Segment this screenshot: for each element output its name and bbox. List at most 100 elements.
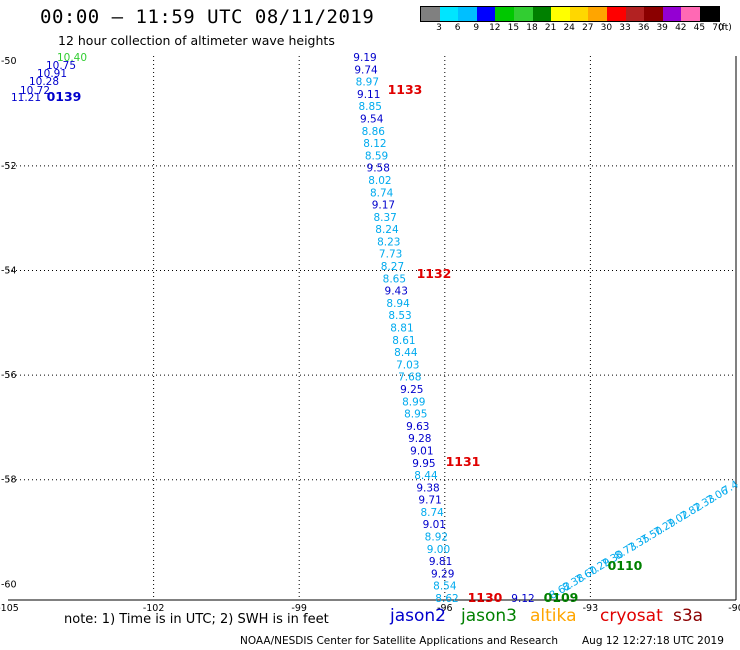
colorbar-label: 12 — [489, 23, 501, 33]
swh-value-label: 8.74 — [370, 187, 394, 199]
colorbar-cell — [551, 7, 570, 21]
colorbar-label: 6 — [454, 23, 461, 33]
swh-value-label: 8.37 — [373, 212, 396, 224]
legend-jason3: jason3 — [461, 606, 517, 626]
swh-value-label: 9.29 — [431, 568, 454, 580]
swh-value-label: 8.81 — [390, 323, 413, 335]
colorbar-label: 30 — [600, 23, 613, 33]
pass-time-label: 0110 — [608, 558, 643, 573]
pass-time-label: 1130 — [468, 590, 503, 605]
longitude-tick-label: -102 — [143, 603, 165, 614]
colorbar-cell — [421, 7, 440, 21]
colorbar-cell — [588, 7, 607, 21]
colorbar-label: 21 — [544, 23, 557, 33]
pass-time-label: 0139 — [47, 89, 82, 104]
colorbar-cell — [476, 7, 496, 21]
latitude-tick-label: -52 — [1, 161, 17, 172]
swh-value-label: 9.95 — [412, 458, 435, 470]
colorbar-label: 15 — [507, 23, 520, 33]
swh-value-label: 9.71 — [418, 495, 441, 507]
timestamp: Aug 12 12:27:18 UTC 2019 — [582, 635, 724, 647]
swh-value-label: 8.99 — [402, 396, 425, 408]
swh-value-label: 9.63 — [406, 421, 429, 433]
map-subtitle: 12 hour collection of altimeter wave hei… — [58, 33, 335, 48]
swh-value-label: 9.17 — [372, 200, 395, 212]
swh-value-label: 8.86 — [362, 126, 386, 138]
swh-value-label: 10.28 — [29, 76, 59, 88]
swh-value-label: 9.74 — [354, 64, 378, 76]
wave-height-colorbar — [420, 6, 720, 22]
colorbar-cell — [681, 7, 700, 21]
colorbar-label: 18 — [526, 23, 538, 33]
swh-value-label: 8.44 — [394, 347, 418, 359]
colorbar-cell — [644, 7, 663, 21]
colorbar-label: 36 — [637, 23, 650, 33]
legend-altika: altika — [530, 606, 577, 626]
pass-time-label: 1133 — [388, 82, 423, 97]
longitude-tick-label: -90 — [728, 603, 740, 614]
swh-value-label: 9.28 — [408, 433, 431, 445]
colorbar-cell — [495, 7, 514, 21]
swh-value-label: 8.85 — [359, 101, 382, 113]
swh-value-label: 10.72 — [20, 85, 50, 97]
colorbar-label: (ft) — [718, 23, 732, 33]
colorbar-cell — [439, 7, 459, 21]
colorbar-cell — [606, 7, 626, 21]
swh-value-label: 7.03 — [396, 359, 419, 371]
pass-time-label: 1131 — [446, 454, 481, 469]
swh-value-label: 9.54 — [360, 113, 384, 125]
swh-value-label: 9.25 — [400, 384, 423, 396]
colorbar-cell — [513, 7, 533, 21]
swh-value-label: 8.62 — [435, 593, 458, 605]
longitude-tick-label: -105 — [0, 603, 19, 614]
colorbar-label: 45 — [693, 23, 706, 33]
swh-value-label: 9.43 — [385, 286, 408, 298]
colorbar-cell — [699, 7, 719, 21]
swh-value-label: 8.92 — [425, 532, 448, 544]
swh-value-label: 10.91 — [37, 68, 67, 80]
swh-value-label: 9.19 — [353, 52, 376, 64]
colorbar-label: 42 — [675, 23, 687, 33]
colorbar-cell — [569, 7, 589, 21]
swh-value-label: 8.59 — [365, 150, 388, 162]
longitude-tick-label: -96 — [437, 603, 453, 614]
latitude-tick-label: -50 — [1, 56, 17, 67]
swh-value-label: 9.00 — [427, 544, 450, 556]
colorbar-label: 39 — [656, 23, 668, 33]
swh-value-label: 7.68 — [398, 372, 421, 384]
pass-time-label: 0109 — [544, 590, 579, 605]
swh-value-label: 9.81 — [429, 556, 452, 568]
colorbar-label: 27 — [582, 23, 594, 33]
swh-value-label: 11.21 — [11, 92, 41, 104]
latitude-tick-label: -58 — [1, 475, 17, 486]
colorbar-label: 9 — [473, 23, 480, 33]
swh-value-label: 8.74 — [420, 507, 444, 519]
swh-value-label: 8.44 — [414, 470, 438, 482]
colorbar-cell — [625, 7, 645, 21]
swh-value-label: 8.65 — [383, 273, 406, 285]
longitude-tick-label: -99 — [291, 603, 307, 614]
swh-value-label: 7.73 — [379, 249, 402, 261]
map-title: 00:00 – 11:59 UTC 08/11/2019 — [40, 6, 375, 28]
swh-value-label: 9.58 — [367, 163, 390, 175]
swh-value-label: 8.95 — [404, 409, 427, 421]
units-note: note: 1) Time is in UTC; 2) SWH is in fe… — [64, 612, 329, 627]
swh-value-label: 8.23 — [377, 236, 400, 248]
swh-value-label: 8.24 — [375, 224, 399, 236]
latitude-tick-label: -60 — [1, 579, 17, 590]
colorbar-label: 3 — [436, 23, 442, 33]
swh-value-label: 9.38 — [416, 482, 439, 494]
colorbar-cell — [532, 7, 552, 21]
pass-time-label: 1132 — [417, 266, 452, 281]
longitude-tick-label: -93 — [583, 603, 599, 614]
swh-value-label: 9.12 — [511, 593, 534, 605]
legend-s3a: s3a — [673, 606, 704, 626]
swh-value-label: 8.02 — [368, 175, 391, 187]
swh-value-label: 8.27 — [381, 261, 404, 273]
swh-value-label: 9.11 — [357, 89, 380, 101]
legend-cryosat: cryosat — [600, 606, 663, 626]
colorbar-label: 33 — [619, 23, 631, 33]
swh-value-label: 8.54 — [433, 581, 457, 593]
swh-value-label: 8.94 — [386, 298, 410, 310]
